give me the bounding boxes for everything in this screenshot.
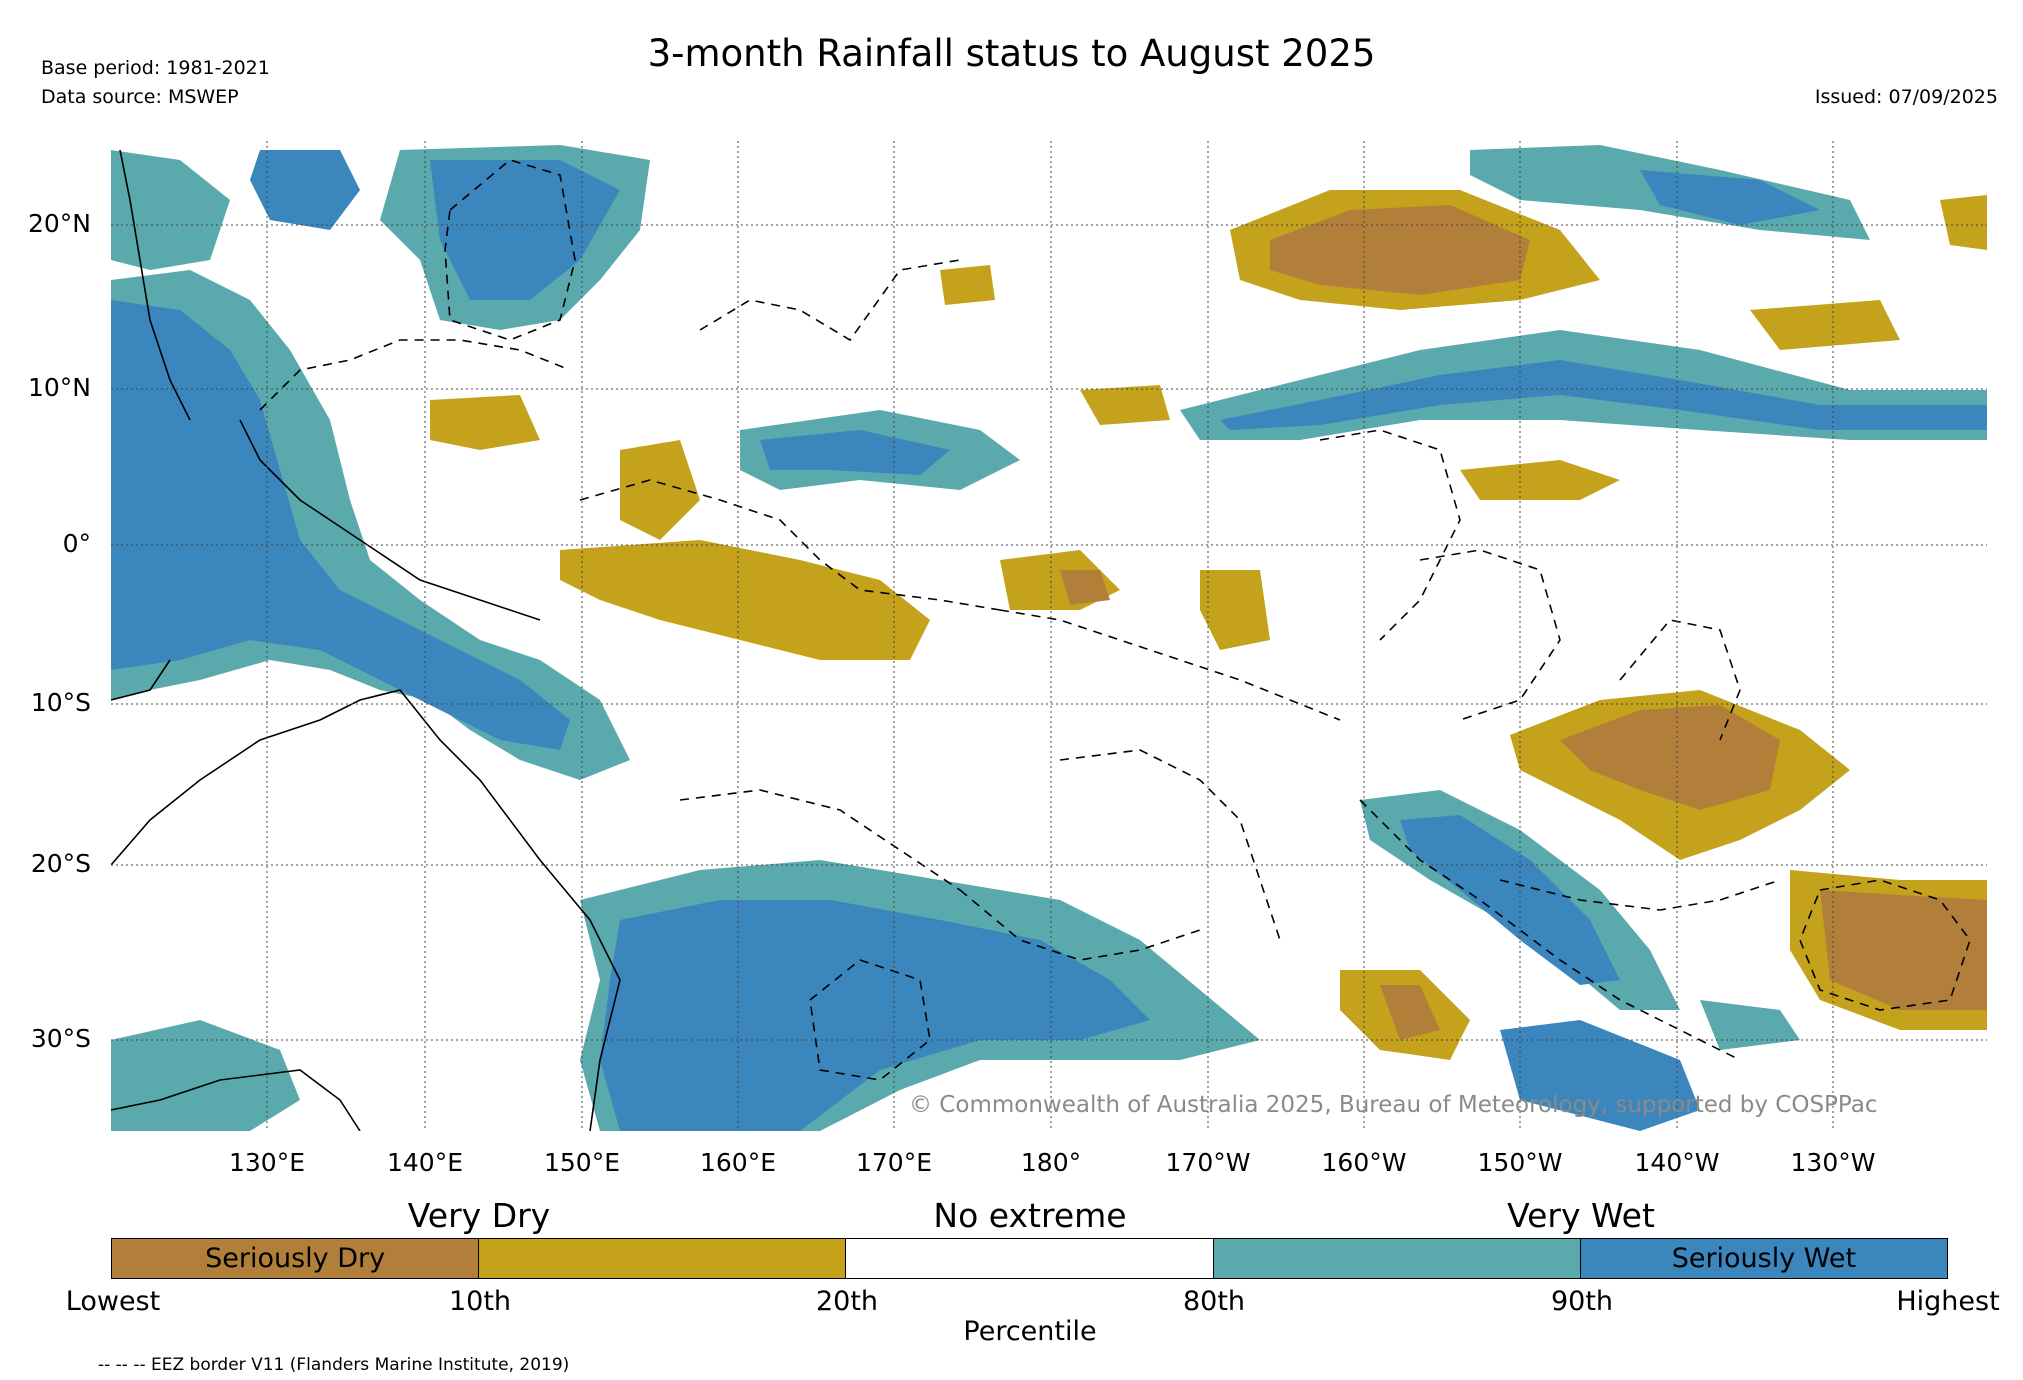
dry-region-hawaii <box>1230 190 1987 350</box>
wet-region-south-east <box>1360 790 1800 1131</box>
lat-label-10s: 10°S <box>30 688 91 717</box>
lon-label-160w: 160°W <box>1321 1148 1407 1177</box>
graticule <box>111 141 1987 1131</box>
legend-class-seriously-dry: Seriously Dry <box>112 1239 480 1278</box>
percentile-10th: 10th <box>448 1286 512 1317</box>
legend-group-very-dry: Very Dry <box>407 1196 551 1235</box>
wet-region-north-east <box>1180 145 1987 440</box>
legend-colorbar: Seriously Dry Seriously Wet <box>111 1238 1948 1279</box>
legend-class-seriously-wet: Seriously Wet <box>1580 1239 1948 1278</box>
legend-group-very-wet: Very Wet <box>1507 1196 1655 1235</box>
percentile-20th: 20th <box>815 1286 879 1317</box>
issued-date: Issued: 07/09/2025 <box>1814 86 1998 108</box>
coastlines <box>111 149 621 1131</box>
lon-label-170w: 170°W <box>1165 1148 1251 1177</box>
lat-label-0: 0° <box>62 529 91 558</box>
legend-group-no-extreme: No extreme <box>933 1196 1127 1235</box>
map-title: 3-month Rainfall status to August 2025 <box>647 32 1376 75</box>
lon-label-130w: 130°W <box>1790 1148 1876 1177</box>
lat-label-10n: 10°N <box>27 373 91 402</box>
lon-label-180: 180° <box>1020 1148 1082 1177</box>
base-period: Base period: 1981-2021 <box>41 57 270 79</box>
legend-class-label: Seriously Wet <box>1671 1243 1857 1274</box>
lon-label-170e: 170°E <box>855 1148 933 1177</box>
percentile-90th: 90th <box>1550 1286 1614 1317</box>
percentile-lowest: Lowest <box>65 1286 161 1317</box>
eez-borders <box>259 159 1971 1081</box>
lat-label-30s: 30°S <box>30 1024 91 1053</box>
lon-label-150w: 150°W <box>1477 1148 1563 1177</box>
percentile-highest: Highest <box>1896 1286 2000 1317</box>
data-source: Data source: MSWEP <box>41 86 239 108</box>
copyright-watermark: © Commonwealth of Australia 2025, Bureau… <box>909 1092 1878 1118</box>
dry-region-equatorial <box>430 265 1270 660</box>
lon-label-140w: 140°W <box>1634 1148 1720 1177</box>
lon-label-130e: 130°E <box>228 1148 306 1177</box>
wet-region-central <box>740 410 1020 490</box>
legend-class-no-extreme <box>846 1239 1214 1278</box>
legend-class-very-dry <box>479 1239 847 1278</box>
lon-label-140e: 140°E <box>386 1148 464 1177</box>
percentile-80th: 80th <box>1182 1286 1246 1317</box>
percentile-axis-title: Percentile <box>963 1316 1097 1347</box>
eez-footnote: -- -- -- EEZ border V11 (Flanders Marine… <box>98 1355 570 1375</box>
wet-region-west-pacific <box>111 150 630 780</box>
lat-label-20s: 20°S <box>30 849 91 878</box>
lon-label-150e: 150°E <box>543 1148 621 1177</box>
lon-label-160e: 160°E <box>699 1148 777 1177</box>
lat-label-20n: 20°N <box>27 209 91 238</box>
legend-class-very-wet <box>1213 1239 1581 1278</box>
legend-class-label: Seriously Dry <box>205 1243 386 1274</box>
dry-region-east <box>1340 460 1987 1060</box>
